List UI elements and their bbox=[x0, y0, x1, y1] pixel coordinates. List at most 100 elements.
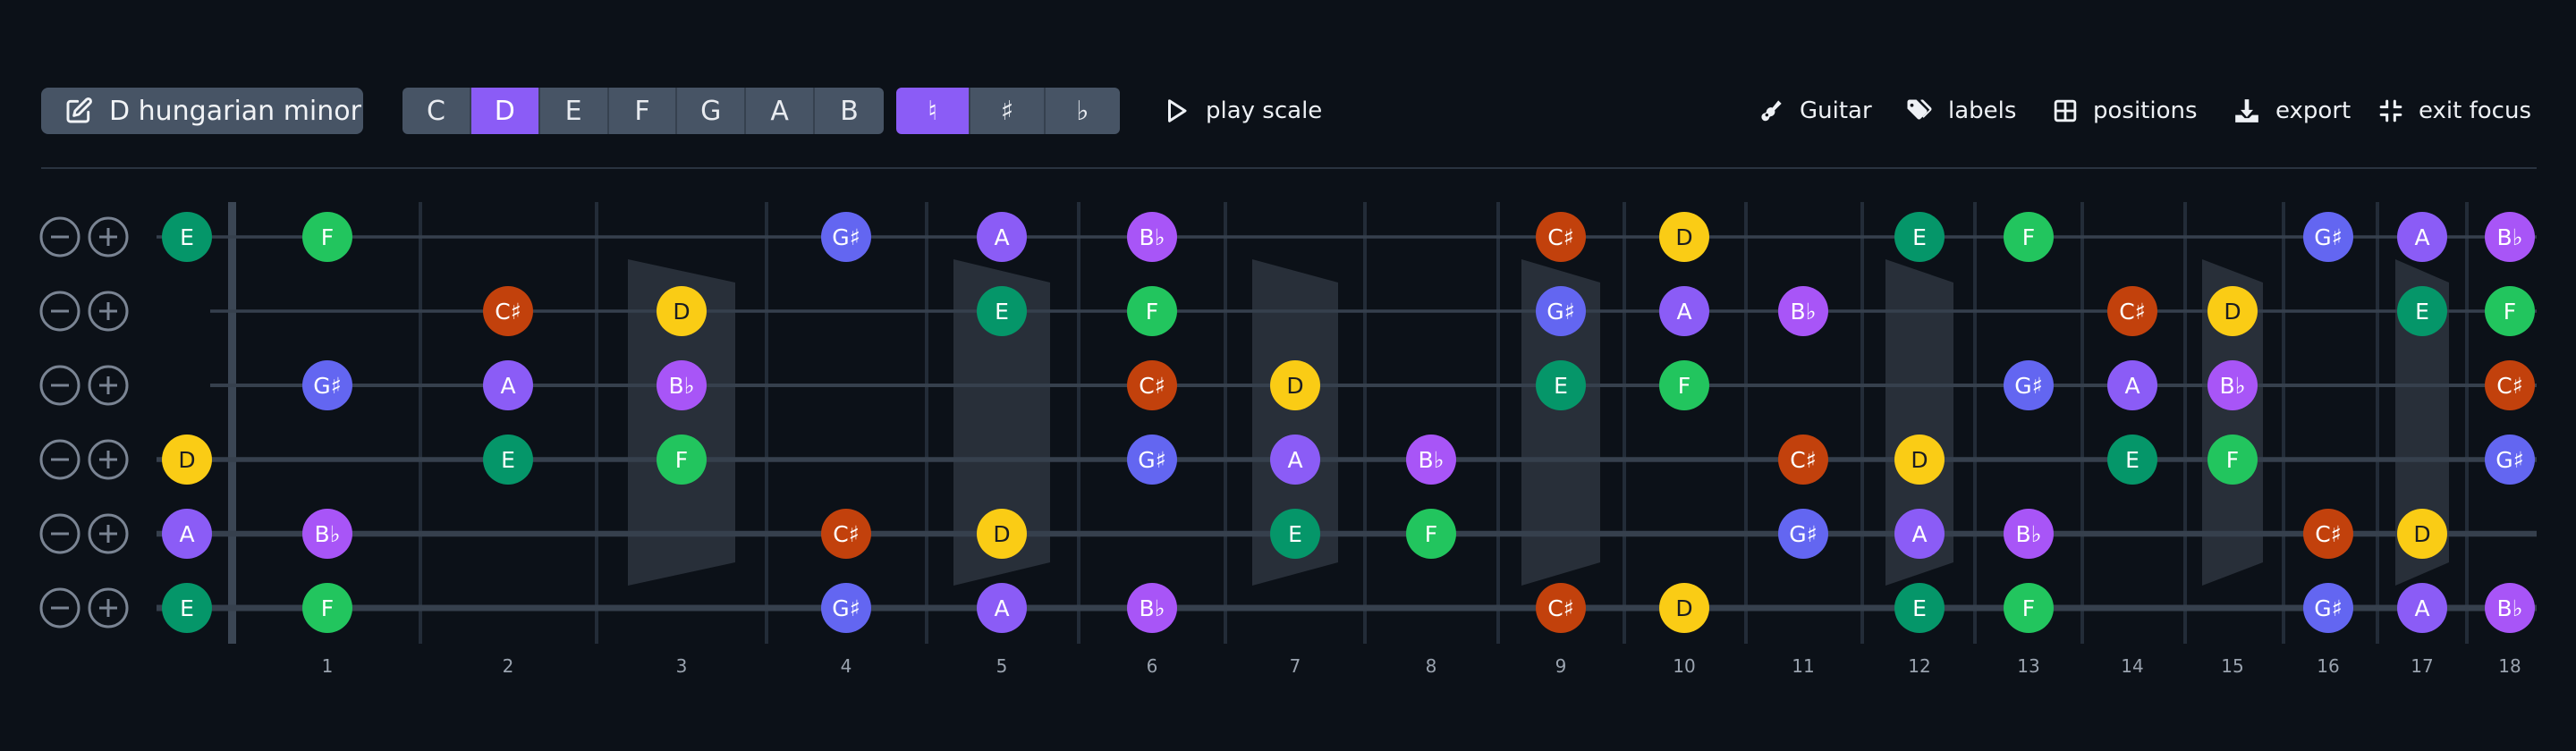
note-string-2-fret-6[interactable]: F bbox=[1127, 286, 1177, 336]
note-string-1-fret-10[interactable]: D bbox=[1659, 212, 1709, 262]
note-string-5-fret-7[interactable]: E bbox=[1270, 509, 1320, 559]
play-scale-button[interactable]: play scale bbox=[1163, 88, 1322, 134]
note-string-3-fret-10[interactable]: F bbox=[1659, 360, 1709, 410]
accidental-flat[interactable]: ♭ bbox=[1045, 88, 1120, 134]
open-note-string-6[interactable]: E bbox=[162, 583, 212, 633]
positions-button[interactable]: positions bbox=[2054, 88, 2198, 134]
note-string-4-fret-18[interactable]: G♯ bbox=[2485, 435, 2535, 485]
note-string-4-fret-15[interactable]: F bbox=[2207, 435, 2258, 485]
note-string-4-fret-3[interactable]: F bbox=[657, 435, 707, 485]
note-string-3-fret-14[interactable]: A bbox=[2107, 360, 2157, 410]
note-string-5-fret-1[interactable]: B♭ bbox=[302, 509, 352, 559]
note-string-6-fret-17[interactable]: A bbox=[2397, 583, 2447, 633]
note-string-6-fret-12[interactable]: E bbox=[1894, 583, 1945, 633]
note-string-6-fret-10[interactable]: D bbox=[1659, 583, 1709, 633]
note-string-1-fret-13[interactable]: F bbox=[2004, 212, 2054, 262]
note-string-2-fret-18[interactable]: F bbox=[2485, 286, 2535, 336]
note-string-1-fret-5[interactable]: A bbox=[977, 212, 1027, 262]
note-string-5-fret-5[interactable]: D bbox=[977, 509, 1027, 559]
note-string-6-fret-1[interactable]: F bbox=[302, 583, 352, 633]
note-string-6-fret-4[interactable]: G♯ bbox=[821, 583, 871, 633]
exit-focus-button[interactable]: exit focus bbox=[2379, 88, 2531, 134]
note-string-5-fret-11[interactable]: G♯ bbox=[1778, 509, 1828, 559]
note-string-5-fret-16[interactable]: C♯ bbox=[2303, 509, 2353, 559]
open-note-string-4[interactable]: D bbox=[162, 435, 212, 485]
root-note-e[interactable]: E bbox=[539, 88, 609, 134]
note-string-4-fret-11[interactable]: C♯ bbox=[1778, 435, 1828, 485]
root-note-c[interactable]: C bbox=[402, 88, 471, 134]
note-string-3-fret-2[interactable]: A bbox=[483, 360, 533, 410]
note-string-1-fret-4[interactable]: G♯ bbox=[821, 212, 871, 262]
note-string-6-fret-6[interactable]: B♭ bbox=[1127, 583, 1177, 633]
root-note-a[interactable]: A bbox=[746, 88, 816, 134]
note-string-3-fret-9[interactable]: E bbox=[1536, 360, 1586, 410]
note-string-2-fret-10[interactable]: A bbox=[1659, 286, 1709, 336]
note-dot bbox=[1659, 286, 1709, 336]
note-string-1-fret-12[interactable]: E bbox=[1894, 212, 1945, 262]
note-string-3-fret-15[interactable]: B♭ bbox=[2207, 360, 2258, 410]
note-string-2-fret-15[interactable]: D bbox=[2207, 286, 2258, 336]
note-string-5-fret-8[interactable]: F bbox=[1406, 509, 1456, 559]
export-button[interactable]: export bbox=[2234, 88, 2351, 134]
note-string-5-fret-13[interactable]: B♭ bbox=[2004, 509, 2054, 559]
note-string-1-fret-6[interactable]: B♭ bbox=[1127, 212, 1177, 262]
note-string-2-fret-17[interactable]: E bbox=[2397, 286, 2447, 336]
note-string-1-fret-17[interactable]: A bbox=[2397, 212, 2447, 262]
scale-name-button[interactable]: D hungarian minor bbox=[41, 88, 363, 134]
note-string-6-fret-18[interactable]: B♭ bbox=[2485, 583, 2535, 633]
note-string-3-fret-18[interactable]: C♯ bbox=[2485, 360, 2535, 410]
note-string-2-fret-11[interactable]: B♭ bbox=[1778, 286, 1828, 336]
note-string-4-fret-7[interactable]: A bbox=[1270, 435, 1320, 485]
note-string-4-fret-14[interactable]: E bbox=[2107, 435, 2157, 485]
note-string-4-fret-2[interactable]: E bbox=[483, 435, 533, 485]
note-string-1-fret-18[interactable]: B♭ bbox=[2485, 212, 2535, 262]
string-5-minus-button[interactable] bbox=[39, 513, 80, 554]
instrument-button[interactable]: Guitar bbox=[1758, 88, 1872, 134]
note-string-4-fret-12[interactable]: D bbox=[1894, 435, 1945, 485]
string-2-minus-button[interactable] bbox=[39, 291, 80, 332]
string-6-plus-button[interactable] bbox=[88, 587, 129, 629]
note-string-2-fret-14[interactable]: C♯ bbox=[2107, 286, 2157, 336]
string-4-plus-button[interactable] bbox=[88, 439, 129, 480]
note-string-1-fret-16[interactable]: G♯ bbox=[2303, 212, 2353, 262]
note-string-4-fret-8[interactable]: B♭ bbox=[1406, 435, 1456, 485]
fret-number: 17 bbox=[2411, 655, 2433, 677]
note-string-6-fret-16[interactable]: G♯ bbox=[2303, 583, 2353, 633]
string-1-minus-button[interactable] bbox=[39, 216, 80, 257]
open-note-string-5[interactable]: A bbox=[162, 509, 212, 559]
note-string-3-fret-6[interactable]: C♯ bbox=[1127, 360, 1177, 410]
string-3-minus-button[interactable] bbox=[39, 365, 80, 406]
note-string-4-fret-6[interactable]: G♯ bbox=[1127, 435, 1177, 485]
note-label: F bbox=[2226, 447, 2239, 473]
note-string-6-fret-9[interactable]: C♯ bbox=[1536, 583, 1586, 633]
accidental-sharp[interactable]: ♯ bbox=[970, 88, 1046, 134]
note-string-2-fret-3[interactable]: D bbox=[657, 286, 707, 336]
root-note-d[interactable]: D bbox=[470, 88, 540, 134]
note-string-6-fret-13[interactable]: F bbox=[2004, 583, 2054, 633]
string-6-minus-button[interactable] bbox=[39, 587, 80, 629]
labels-button[interactable]: labels bbox=[1905, 88, 2016, 134]
note-string-2-fret-5[interactable]: E bbox=[977, 286, 1027, 336]
note-string-3-fret-13[interactable]: G♯ bbox=[2004, 360, 2054, 410]
string-1-plus-button[interactable] bbox=[88, 216, 129, 257]
note-string-1-fret-1[interactable]: F bbox=[302, 212, 352, 262]
note-string-5-fret-4[interactable]: C♯ bbox=[821, 509, 871, 559]
root-note-f[interactable]: F bbox=[608, 88, 678, 134]
note-string-3-fret-7[interactable]: D bbox=[1270, 360, 1320, 410]
string-2-plus-button[interactable] bbox=[88, 291, 129, 332]
note-string-3-fret-3[interactable]: B♭ bbox=[657, 360, 707, 410]
open-note-string-1[interactable]: E bbox=[162, 212, 212, 262]
note-string-5-fret-12[interactable]: A bbox=[1894, 509, 1945, 559]
accidental-natural[interactable]: ♮ bbox=[896, 88, 971, 134]
root-note-g[interactable]: G bbox=[677, 88, 747, 134]
note-string-2-fret-2[interactable]: C♯ bbox=[483, 286, 533, 336]
note-string-5-fret-17[interactable]: D bbox=[2397, 509, 2447, 559]
string-4-minus-button[interactable] bbox=[39, 439, 80, 480]
string-5-plus-button[interactable] bbox=[88, 513, 129, 554]
string-3-plus-button[interactable] bbox=[88, 365, 129, 406]
note-string-1-fret-9[interactable]: C♯ bbox=[1536, 212, 1586, 262]
note-string-3-fret-1[interactable]: G♯ bbox=[302, 360, 352, 410]
root-note-b[interactable]: B bbox=[815, 88, 884, 134]
note-string-6-fret-5[interactable]: A bbox=[977, 583, 1027, 633]
note-string-2-fret-9[interactable]: G♯ bbox=[1536, 286, 1586, 336]
